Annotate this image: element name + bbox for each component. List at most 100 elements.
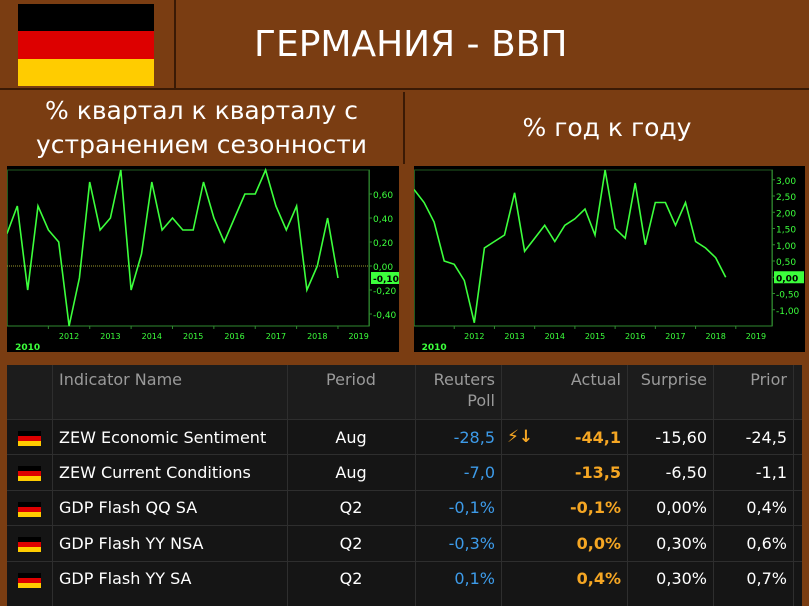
x-tick-label: 2015: [183, 332, 203, 341]
poll-value: -0,3%: [448, 533, 495, 553]
table-row[interactable]: ZEW Economic Sentiment Aug -28,5 ⚡↓ -44,…: [7, 419, 802, 454]
surprise-value: 0,00%: [656, 498, 707, 518]
y-tick-label: 1,50: [776, 226, 796, 236]
x-tick-label: 2016: [224, 332, 244, 341]
chart-qoq-svg: 0,60 0,40 0,20 0,00 -0,20 -0,40 2012 2013 2014 20…: [7, 167, 399, 352]
period-value: Aug: [335, 462, 367, 482]
actual-value: 0,4%: [576, 569, 621, 589]
last-value-label: -0,10: [373, 275, 399, 285]
x-tick-label: 2016: [625, 332, 645, 341]
y-tick-label: -0,20: [373, 287, 397, 297]
germany-flag-icon: [18, 572, 41, 588]
chart-left-subtitle: % квартал к кварталу с устранением сезон…: [0, 92, 405, 164]
germany-flag-icon: [18, 501, 41, 517]
x-tick-label: 2018: [706, 332, 726, 341]
period-value: Q2: [339, 533, 363, 553]
table-row[interactable]: GDP Flash YY NSA Q2 -0,3% 0,0% 0,30% 0,6…: [7, 525, 802, 560]
indicator-name: ZEW Current Conditions: [59, 462, 251, 482]
prior-value: 0,4%: [746, 498, 787, 518]
y-tick-label: -0,40: [373, 311, 397, 321]
prior-value: -24,5: [745, 427, 787, 447]
plot-area: [7, 169, 370, 327]
y-tick-label: 0,50: [776, 258, 796, 268]
col-header-actual[interactable]: Actual: [570, 370, 621, 389]
series-line: [7, 167, 339, 327]
alert-icon: [507, 455, 537, 489]
y-tick-label: 1,00: [776, 242, 796, 252]
y-tick-label: 0,60: [373, 191, 393, 201]
germany-flag-icon: [18, 4, 154, 86]
chart-yoy-svg: 3,00 2,50 2,00 1,50 1,00 0,50 0,00 -0,50 -1,00 20…: [414, 169, 804, 352]
col-header-period[interactable]: Period: [326, 370, 376, 389]
indicator-name: ZEW Economic Sentiment: [59, 427, 267, 447]
period-value: Aug: [335, 427, 367, 447]
actual-value: -44,1: [574, 427, 621, 447]
plot-area: [414, 169, 773, 327]
chart-yoy: 3,00 2,50 2,00 1,50 1,00 0,50 0,00 -0,50 -1,00 20…: [414, 166, 805, 352]
prior-value: 0,6%: [746, 533, 787, 553]
y-tick-label: -1,00: [776, 307, 800, 317]
x-tick-label: 2012: [464, 332, 484, 341]
actual-value: -0,1%: [569, 498, 621, 518]
y-tick-label: 0,20: [373, 239, 393, 249]
x-tick-label: 2017: [266, 332, 286, 341]
x-tick-label: 2017: [665, 332, 685, 341]
header-flag-panel: [0, 0, 176, 90]
y-tick-label: 0,00: [373, 263, 393, 273]
col-header-surprise[interactable]: Surprise: [640, 370, 707, 389]
table-row[interactable]: GDP Flash QQ SA Q2 -0,1% -0,1% 0,00% 0,4…: [7, 489, 802, 525]
y-tick-label: 2,50: [776, 193, 796, 203]
x-tick-label: 2013: [100, 332, 120, 341]
last-value-box: [371, 272, 399, 284]
surprise-value: 0,30%: [656, 569, 707, 589]
alert-icon: [507, 491, 537, 525]
last-value-box: [774, 271, 804, 284]
page-title: ГЕРМАНИЯ - ВВП: [176, 0, 809, 90]
y-tick-label: -0,50: [776, 291, 800, 301]
poll-value: -28,5: [453, 427, 495, 447]
period-value: Q2: [339, 498, 363, 518]
x-tick-label: 2014: [142, 332, 162, 341]
x-tick-label: 2012: [59, 332, 79, 341]
table-row[interactable]: GDP Flash YY SA Q2 0,1% 0,4% 0,30% 0,7%: [7, 560, 802, 596]
table-header-row: Indicator Name Period Reuters Poll Actual…: [7, 365, 802, 419]
table-row[interactable]: ZEW Current Conditions Aug -7,0 -13,5 -6…: [7, 454, 802, 489]
surprise-value: -6,50: [665, 462, 707, 482]
col-header-reuters-poll[interactable]: Reuters Poll: [433, 370, 495, 410]
y-tick-label: 3,00: [776, 177, 796, 187]
y-tick-label: 0,40: [373, 215, 393, 225]
indicators-table: Indicator Name Period Reuters Poll Actual…: [7, 365, 802, 606]
poll-value: -0,1%: [448, 498, 495, 518]
actual-value: 0,0%: [576, 533, 621, 553]
germany-flag-icon: [18, 431, 41, 446]
series-line: [414, 169, 727, 323]
alert-icon: [507, 562, 537, 596]
prior-value: 0,7%: [746, 569, 787, 589]
x-axis-caption: 2010: [15, 343, 40, 352]
indicator-name: GDP Flash QQ SA: [59, 498, 198, 518]
surprise-value: -15,60: [655, 427, 707, 447]
chart-right-subtitle: % год к году: [522, 113, 692, 143]
x-tick-label: 2015: [585, 332, 605, 341]
germany-flag-icon: [18, 466, 41, 482]
actual-value: -13,5: [574, 462, 621, 482]
poll-value: 0,1%: [454, 569, 495, 589]
surprise-value: 0,30%: [656, 533, 707, 553]
x-tick-label: 2019: [746, 332, 766, 341]
germany-flag-icon: [18, 537, 41, 553]
y-tick-label: 2,00: [776, 209, 796, 219]
x-tick-label: 2018: [307, 332, 327, 341]
poll-value: -7,0: [463, 462, 495, 482]
period-value: Q2: [339, 569, 363, 589]
alert-icon: [507, 526, 537, 560]
alert-icon: ⚡↓: [507, 427, 534, 447]
col-header-indicator-name[interactable]: Indicator Name: [59, 370, 182, 389]
x-tick-label: 2013: [504, 332, 524, 341]
chart-qoq: 0,60 0,40 0,20 0,00 -0,20 -0,40 2012 2013 2014 20…: [7, 166, 399, 352]
indicator-name: GDP Flash YY NSA: [59, 533, 204, 553]
indicator-name: GDP Flash YY SA: [59, 569, 192, 589]
x-tick-label: 2019: [348, 332, 368, 341]
x-axis-caption: 2010: [422, 343, 447, 352]
prior-value: -1,1: [755, 462, 787, 482]
col-header-prior[interactable]: Prior: [750, 370, 787, 389]
